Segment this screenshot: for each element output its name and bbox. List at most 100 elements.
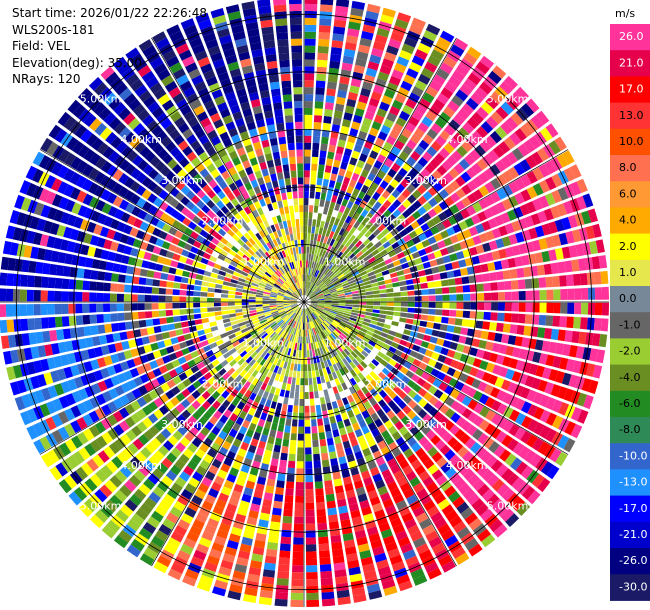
range-gate-cell bbox=[304, 142, 312, 150]
range-gate-cell bbox=[346, 553, 359, 562]
range-gate-cell bbox=[312, 349, 316, 357]
range-gate-cell bbox=[370, 539, 383, 550]
range-gate-cell bbox=[601, 302, 609, 316]
range-gate-cell bbox=[491, 478, 505, 492]
range-gate-cell bbox=[410, 133, 421, 145]
range-gate-cell bbox=[419, 453, 431, 464]
range-gate-cell bbox=[342, 221, 349, 230]
range-gate-cell bbox=[430, 122, 443, 134]
range-gate-cell bbox=[343, 312, 351, 317]
range-gate-cell bbox=[481, 488, 495, 502]
range-gate-cell bbox=[415, 447, 426, 459]
range-gate-cell bbox=[406, 139, 417, 150]
range-gate-cell bbox=[361, 386, 369, 395]
range-gate-cell bbox=[151, 310, 160, 318]
range-gate-cell bbox=[191, 400, 201, 410]
range-gate-cell bbox=[346, 324, 354, 330]
range-gate-cell bbox=[311, 284, 317, 291]
range-gate-cell bbox=[135, 451, 147, 464]
range-gate-cell bbox=[385, 541, 398, 552]
range-gate-cell bbox=[275, 487, 284, 495]
range-gate-cell bbox=[500, 121, 513, 135]
range-gate-cell bbox=[182, 575, 197, 587]
range-gate-cell bbox=[304, 31, 316, 39]
range-gate-cell bbox=[422, 134, 434, 145]
range-gate-cell bbox=[158, 524, 172, 536]
range-gate-cell bbox=[318, 282, 325, 288]
range-gate-cell bbox=[410, 568, 425, 580]
range-gate-cell bbox=[532, 302, 540, 313]
range-gate-cell bbox=[352, 258, 360, 265]
range-gate-cell bbox=[358, 404, 367, 413]
range-gate-cell bbox=[320, 274, 326, 281]
range-gate-cell bbox=[352, 338, 360, 346]
range-gate-cell bbox=[361, 377, 370, 386]
range-gate-cell bbox=[309, 260, 313, 268]
range-gate-cell bbox=[282, 164, 290, 172]
range-gate-cell bbox=[154, 529, 169, 542]
range-gate-cell bbox=[408, 230, 418, 239]
range-gate-cell bbox=[352, 71, 364, 81]
range-gate-cell bbox=[331, 303, 339, 306]
range-gate-cell bbox=[304, 232, 308, 240]
range-gate-cell bbox=[490, 427, 502, 439]
range-gate-cell bbox=[62, 265, 71, 277]
range-gate-cell bbox=[436, 338, 445, 346]
range-gate-cell bbox=[112, 263, 121, 273]
range-gate-cell bbox=[413, 127, 425, 139]
range-gate-cell bbox=[411, 55, 425, 67]
range-gate-cell bbox=[478, 232, 489, 243]
range-gate-cell bbox=[126, 265, 135, 275]
range-gate-cell bbox=[248, 407, 256, 416]
range-gate-cell bbox=[200, 426, 210, 437]
range-gate-cell bbox=[312, 285, 317, 292]
range-gate-cell bbox=[160, 428, 172, 439]
range-gate-cell bbox=[262, 405, 270, 414]
range-gate-cell bbox=[137, 294, 145, 302]
range-gate-cell bbox=[329, 451, 337, 460]
range-gate-cell bbox=[357, 175, 366, 185]
range-gate-cell bbox=[418, 248, 427, 257]
range-gate-cell bbox=[422, 413, 433, 424]
range-gate-cell bbox=[292, 370, 297, 378]
range-gate-cell bbox=[286, 219, 292, 228]
range-gate-cell bbox=[338, 299, 346, 302]
range-gate-cell bbox=[198, 416, 208, 426]
range-gate-cell bbox=[571, 331, 580, 344]
range-gate-cell bbox=[321, 266, 327, 273]
range-gate-cell bbox=[293, 363, 298, 371]
range-gate-cell bbox=[332, 240, 339, 248]
range-gate-cell bbox=[266, 354, 273, 362]
range-gate-cell bbox=[515, 231, 525, 243]
range-gate-cell bbox=[462, 450, 474, 463]
range-gate-cell bbox=[257, 388, 265, 397]
range-gate-cell bbox=[341, 330, 349, 337]
range-gate-cell bbox=[550, 262, 559, 274]
range-gate-cell bbox=[215, 499, 227, 509]
range-gate-cell bbox=[499, 81, 514, 95]
range-gate-cell bbox=[82, 314, 91, 325]
range-gate-cell bbox=[155, 333, 164, 342]
range-gate-cell bbox=[227, 403, 236, 413]
range-gate-cell bbox=[281, 192, 287, 201]
range-gate-cell bbox=[275, 193, 282, 202]
range-gate-cell bbox=[470, 293, 478, 301]
range-gate-cell bbox=[158, 287, 166, 295]
range-gate-cell bbox=[221, 399, 231, 409]
range-gate-cell bbox=[477, 432, 489, 445]
range-gate-cell bbox=[220, 486, 232, 496]
range-gate-cell bbox=[353, 273, 361, 279]
range-gate-cell bbox=[116, 303, 124, 312]
range-gate-cell bbox=[483, 168, 495, 180]
range-gate-cell bbox=[148, 455, 160, 467]
range-gate-cell bbox=[345, 337, 353, 344]
range-gate-cell bbox=[279, 360, 285, 368]
range-gate-cell bbox=[222, 553, 236, 563]
range-gate-cell bbox=[225, 434, 235, 444]
range-gate-cell bbox=[430, 368, 440, 378]
range-gate-cell bbox=[315, 326, 320, 334]
range-gate-cell bbox=[348, 21, 361, 31]
range-gate-cell bbox=[228, 313, 237, 318]
range-gate-cell bbox=[358, 330, 366, 337]
range-gate-cell bbox=[109, 494, 123, 508]
